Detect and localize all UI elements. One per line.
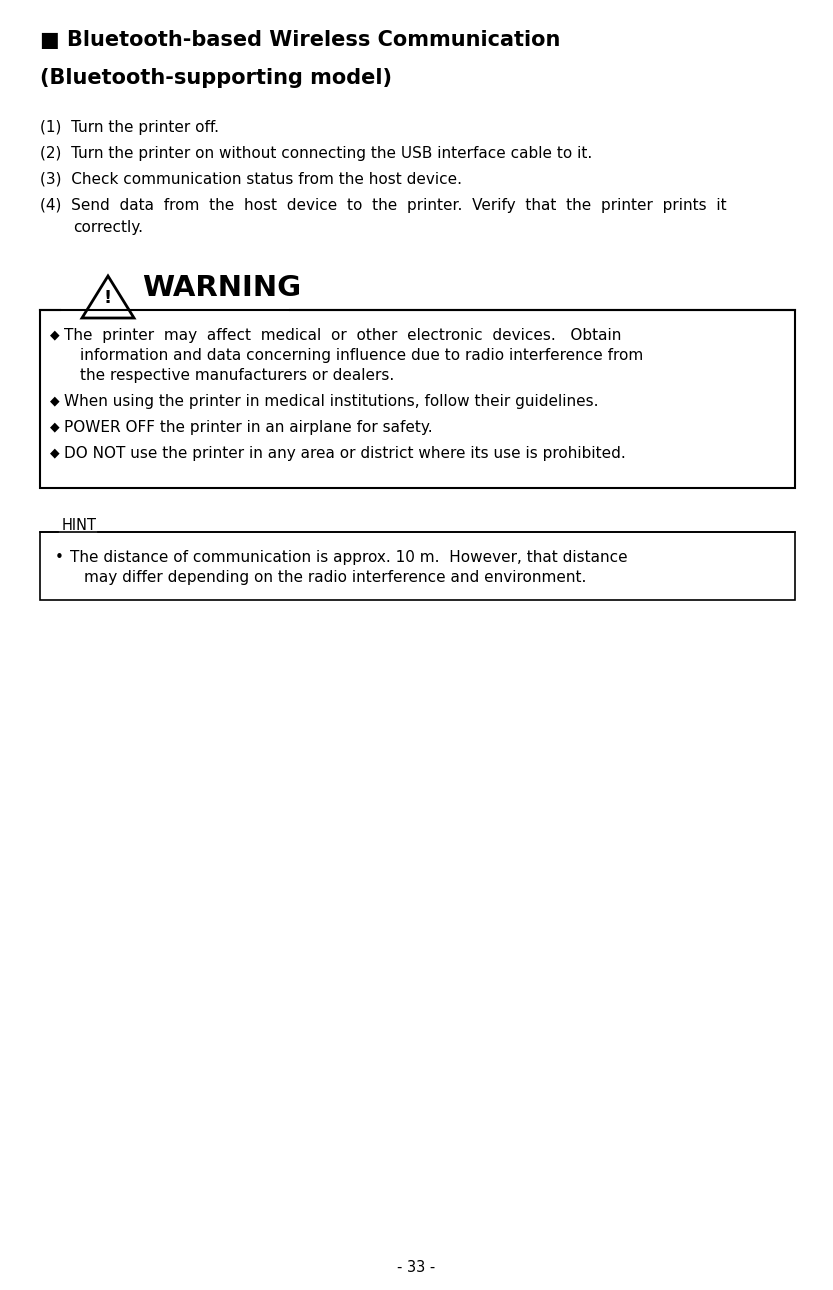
Text: - 33 -: - 33 - <box>397 1260 436 1275</box>
Text: may differ depending on the radio interference and environment.: may differ depending on the radio interf… <box>84 570 586 584</box>
Text: (4)  Send  data  from  the  host  device  to  the  printer.  Verify  that  the  : (4) Send data from the host device to th… <box>40 197 726 213</box>
Text: ◆: ◆ <box>50 421 60 433</box>
Text: ■ Bluetooth-based Wireless Communication: ■ Bluetooth-based Wireless Communication <box>40 30 561 50</box>
Text: (3)  Check communication status from the host device.: (3) Check communication status from the … <box>40 172 462 187</box>
Text: POWER OFF the printer in an airplane for safety.: POWER OFF the printer in an airplane for… <box>64 421 432 435</box>
Text: ◆: ◆ <box>50 446 60 459</box>
Text: DO NOT use the printer in any area or district where its use is prohibited.: DO NOT use the printer in any area or di… <box>64 446 626 461</box>
Text: (2)  Turn the printer on without connecting the USB interface cable to it.: (2) Turn the printer on without connecti… <box>40 146 592 161</box>
Text: ◆: ◆ <box>50 393 60 408</box>
Text: The  printer  may  affect  medical  or  other  electronic  devices.   Obtain: The printer may affect medical or other … <box>64 328 621 343</box>
Bar <box>40 310 795 488</box>
Text: (Bluetooth-supporting model): (Bluetooth-supporting model) <box>40 68 392 88</box>
Text: !: ! <box>104 289 112 307</box>
Text: •: • <box>55 550 64 565</box>
Text: HINT: HINT <box>62 519 97 533</box>
Text: WARNING: WARNING <box>142 273 301 302</box>
Text: information and data concerning influence due to radio interference from: information and data concerning influenc… <box>80 348 643 362</box>
Text: (1)  Turn the printer off.: (1) Turn the printer off. <box>40 120 219 135</box>
Text: the respective manufacturers or dealers.: the respective manufacturers or dealers. <box>80 368 394 383</box>
Text: When using the printer in medical institutions, follow their guidelines.: When using the printer in medical instit… <box>64 393 598 409</box>
Bar <box>40 531 795 600</box>
Text: ◆: ◆ <box>50 328 60 341</box>
Text: correctly.: correctly. <box>73 221 143 235</box>
Text: The distance of communication is approx. 10 m.  However, that distance: The distance of communication is approx.… <box>70 550 627 565</box>
